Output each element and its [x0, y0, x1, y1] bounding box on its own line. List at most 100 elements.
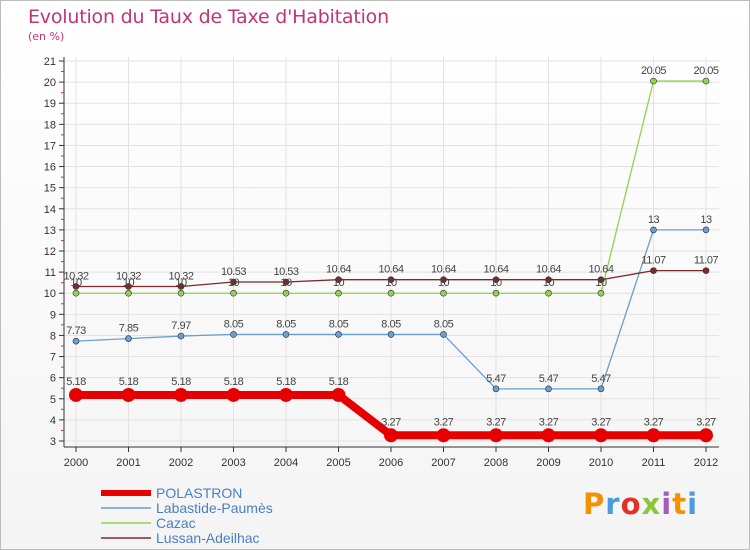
data-label: 10: [123, 277, 135, 289]
data-label: 8.05: [329, 318, 349, 330]
chart-subtitle: (en %): [28, 30, 65, 43]
data-point: [492, 276, 500, 284]
y-tick-label: 17: [44, 140, 56, 152]
x-tick-label: 2001: [116, 457, 140, 469]
y-tick-label: 10: [44, 288, 56, 300]
data-label: 13: [700, 214, 712, 226]
x-tick-label: 2007: [431, 457, 455, 469]
y-tick-label: 14: [44, 204, 56, 216]
data-point: [650, 226, 657, 234]
data-label: 10.64: [326, 264, 351, 276]
data-point: [335, 331, 342, 338]
data-label: 5.18: [329, 376, 349, 388]
data-point: [282, 331, 290, 338]
data-label: 10: [70, 277, 82, 289]
y-tick-label: 18: [44, 119, 56, 131]
data-label: 10: [175, 277, 187, 289]
data-point: [650, 77, 657, 85]
data-point: [597, 276, 605, 284]
data-point: [282, 289, 290, 297]
data-point: [492, 385, 500, 393]
data-label: 10: [333, 277, 345, 289]
data-point: [226, 387, 241, 402]
data-label: 10: [228, 277, 240, 289]
data-point: [387, 276, 395, 284]
data-label: 10.64: [588, 264, 613, 276]
data-point: [230, 331, 237, 338]
x-tick-label: 2009: [536, 457, 560, 469]
data-label: 8.05: [224, 318, 244, 330]
data-point: [177, 332, 185, 340]
y-tick-label: 16: [44, 162, 56, 174]
data-label: 5.18: [276, 376, 296, 388]
data-point: [702, 267, 710, 274]
x-tick-label: 2011: [642, 457, 666, 469]
data-point: [69, 387, 83, 402]
chart-title: Evolution du Taux de Taxe d'Habitation: [28, 6, 389, 28]
y-tick-label: 6: [50, 373, 56, 385]
data-point: [72, 337, 80, 345]
data-point: [279, 387, 293, 402]
data-label: 8.05: [434, 318, 454, 330]
data-point: [440, 289, 447, 297]
y-tick-label: 19: [44, 98, 56, 110]
data-point: [702, 226, 710, 234]
data-point: [174, 387, 188, 402]
data-label: 10: [543, 277, 555, 289]
data-label: 3.27: [381, 416, 401, 428]
data-label: 5.18: [224, 376, 244, 388]
data-label: 5.18: [119, 376, 139, 388]
data-label: 10.64: [378, 264, 403, 276]
data-label: 10.64: [483, 264, 508, 276]
y-tick-label: 7: [50, 352, 56, 364]
x-tick-label: 2006: [379, 457, 403, 469]
data-point: [436, 428, 451, 443]
data-point: [331, 387, 346, 402]
data-label: 7.85: [119, 323, 139, 335]
data-label: 7.73: [66, 325, 86, 337]
data-label: 11.07: [694, 255, 719, 267]
data-point: [699, 428, 713, 443]
data-label: 5.47: [591, 373, 611, 385]
y-tick-label: 8: [50, 330, 56, 342]
data-label: 10.53: [273, 266, 298, 278]
data-point: [387, 289, 395, 297]
data-label: 20.05: [641, 65, 666, 77]
data-label: 5.47: [539, 373, 559, 385]
data-label: 3.27: [696, 416, 716, 428]
y-tick-label: 11: [45, 267, 56, 279]
data-label: 3.27: [434, 416, 454, 428]
data-point: [541, 428, 556, 443]
y-tick-label: 13: [44, 225, 56, 237]
y-tick-label: 15: [44, 183, 56, 195]
data-point: [545, 289, 552, 297]
data-label: 5.47: [486, 373, 506, 385]
data-label: 10: [490, 277, 502, 289]
x-tick-label: 2002: [169, 457, 193, 469]
legend-label: Labastide-Paumès: [156, 500, 273, 516]
data-point: [230, 289, 237, 297]
data-label: 13: [648, 214, 660, 226]
data-label: 10: [438, 277, 450, 289]
data-label: 20.05: [693, 65, 718, 77]
proxiti-logo: Proxiti: [583, 487, 699, 521]
x-tick-label: 2000: [64, 457, 88, 469]
data-point: [125, 283, 132, 290]
data-point: [702, 77, 710, 85]
data-point: [594, 428, 608, 443]
x-tick-label: 2004: [274, 457, 298, 469]
y-tick-label: 21: [44, 56, 56, 68]
data-point: [282, 278, 290, 286]
data-label: 5.18: [171, 376, 191, 388]
x-tick-label: 2005: [326, 457, 350, 469]
data-point: [646, 428, 661, 443]
data-label: 3.27: [486, 416, 506, 428]
x-tick-label: 2010: [589, 457, 613, 469]
data-label: 10.53: [221, 266, 246, 278]
data-point: [230, 278, 237, 286]
data-label: 5.18: [66, 376, 86, 388]
data-point: [125, 335, 132, 342]
data-point: [545, 276, 552, 284]
